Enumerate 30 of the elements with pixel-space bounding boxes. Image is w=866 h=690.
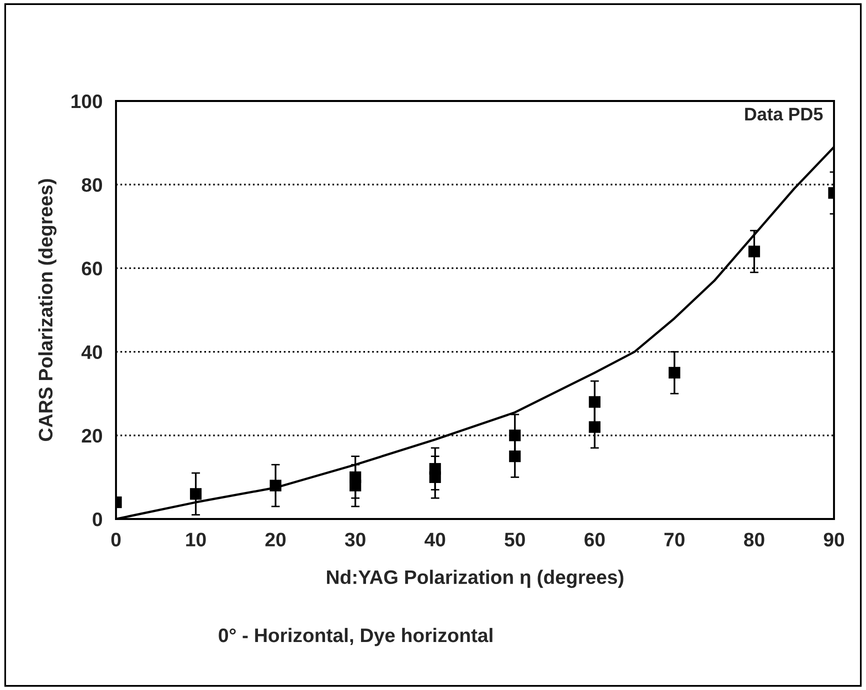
point xyxy=(509,430,521,442)
y-tick-label: 80 xyxy=(82,178,102,192)
y-axis-title: CARS Polarization (degrees) xyxy=(38,179,56,442)
point xyxy=(509,450,521,462)
y-tick-label: 40 xyxy=(81,345,102,360)
y-tick-label: 100 xyxy=(72,94,102,108)
text: 0° - Horizontal, Dye horizontal xyxy=(218,628,492,646)
x-tick-label: 40 xyxy=(424,532,446,546)
point xyxy=(588,396,600,408)
x-tick-label: 20 xyxy=(265,532,286,546)
x-tick-label: 10 xyxy=(186,532,206,546)
x-tick-label: 50 xyxy=(504,532,525,546)
point xyxy=(190,488,202,500)
y-tick-label: 20 xyxy=(82,428,102,443)
x-tick-label: 70 xyxy=(664,532,684,546)
point xyxy=(588,421,600,433)
point xyxy=(350,480,362,492)
x-tick-label: 80 xyxy=(744,532,764,546)
point xyxy=(429,471,441,484)
x-axis-title: Nd:YAG Polarization η (degrees) xyxy=(327,570,624,588)
annotation: Data PD5 xyxy=(745,108,823,121)
point xyxy=(270,480,282,492)
x-tick-label: 60 xyxy=(584,532,605,546)
x-tick-label: 30 xyxy=(344,532,366,547)
point xyxy=(668,366,680,379)
y-tick-label: 0 xyxy=(92,512,102,526)
y-tick-label: 60 xyxy=(82,262,102,276)
x-tick-label: 90 xyxy=(824,532,844,546)
x-tick-label: 0 xyxy=(111,532,121,546)
point xyxy=(748,246,760,258)
